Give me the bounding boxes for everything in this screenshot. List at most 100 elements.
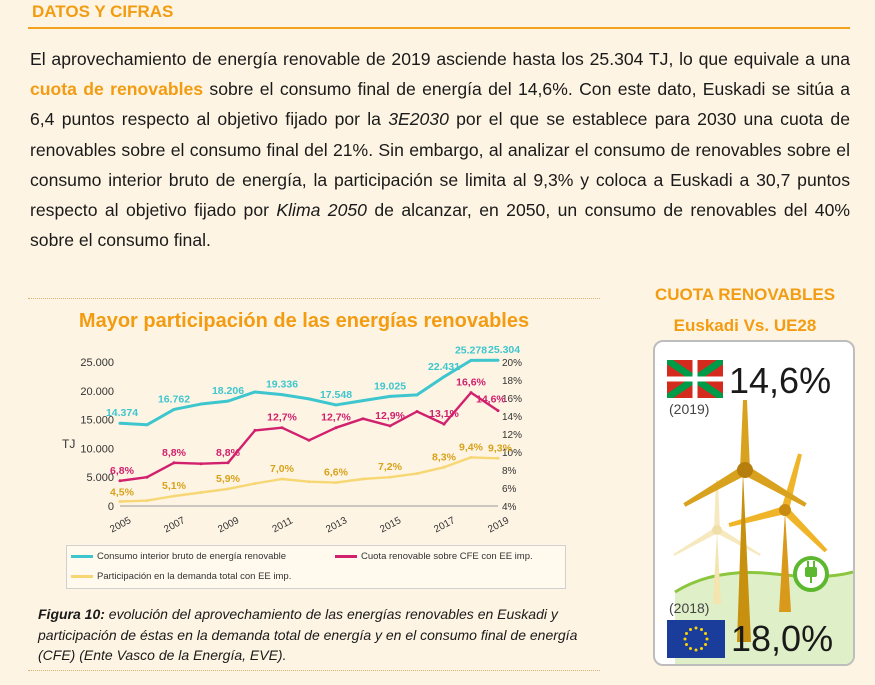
legend-swatch-participacion bbox=[71, 575, 93, 578]
data-point bbox=[118, 479, 122, 483]
data-point bbox=[415, 472, 419, 476]
figure-caption: Figura 10: evolución del aprovechamiento… bbox=[38, 604, 598, 666]
euskadi-share-value: 14,6% bbox=[729, 360, 832, 401]
dotted-divider bbox=[28, 298, 600, 299]
y-right-tick-label: 14% bbox=[502, 412, 522, 423]
data-label: 4,5% bbox=[110, 487, 135, 499]
data-point bbox=[388, 475, 392, 479]
eu-star bbox=[704, 632, 708, 635]
renewables-share-card: 14,6% (2019) (2018) 18,0% bbox=[653, 340, 855, 666]
data-point bbox=[469, 391, 473, 395]
data-label: 8,3% bbox=[432, 451, 457, 463]
data-label: 7,2% bbox=[378, 461, 403, 473]
data-point bbox=[199, 402, 203, 406]
data-point bbox=[118, 500, 122, 503]
data-point bbox=[361, 417, 365, 421]
side-panel-subtitle: Euskadi Vs. UE28 bbox=[673, 316, 817, 335]
eu-star bbox=[684, 643, 688, 646]
data-point bbox=[145, 499, 149, 503]
data-point bbox=[334, 426, 338, 430]
y-left-tick-label: 15.000 bbox=[80, 415, 114, 427]
eu-star bbox=[683, 637, 687, 641]
dotted-divider-bottom bbox=[28, 670, 600, 671]
legend-swatch-consumo bbox=[71, 555, 93, 558]
data-point bbox=[226, 461, 230, 465]
eu-star bbox=[700, 627, 703, 631]
y-right-tick-label: 12% bbox=[502, 430, 522, 441]
data-label: 6,8% bbox=[110, 465, 135, 477]
y-right-tick-label: 18% bbox=[502, 376, 522, 387]
section-title: DATOS Y CIFRAS bbox=[32, 2, 174, 21]
data-label: 17.548 bbox=[320, 389, 352, 401]
data-point bbox=[253, 428, 257, 432]
eu-star bbox=[700, 647, 703, 651]
data-label: 16.762 bbox=[158, 393, 190, 405]
y-right-tick-label: 20% bbox=[502, 358, 522, 369]
data-point bbox=[307, 438, 311, 442]
data-label: 19.336 bbox=[266, 379, 298, 391]
data-point bbox=[280, 477, 284, 481]
data-point bbox=[469, 358, 473, 362]
data-point bbox=[280, 426, 284, 430]
data-label: 18.206 bbox=[212, 385, 244, 397]
data-label: 9,3% bbox=[488, 442, 513, 454]
eu-star bbox=[684, 632, 688, 635]
data-label: 5,1% bbox=[162, 480, 187, 492]
y-right-tick-label: 4% bbox=[502, 502, 517, 513]
data-label: 12,7% bbox=[321, 412, 351, 424]
x-tick-label: 2007 bbox=[162, 515, 187, 535]
highlight-term: cuota de renovables bbox=[30, 79, 204, 100]
data-point bbox=[496, 456, 500, 460]
legend-label-consumo: Consumo interior bruto de energía renova… bbox=[97, 551, 287, 562]
y-right-tick-label: 10% bbox=[502, 448, 522, 459]
eu-star bbox=[694, 648, 698, 652]
y-right-tick-label: 16% bbox=[502, 394, 522, 405]
x-tick-label: 2017 bbox=[432, 515, 457, 535]
eu-flag-icon bbox=[667, 620, 725, 658]
caption-text: evolución del aprovechamiento de las ene… bbox=[38, 606, 578, 663]
data-point bbox=[172, 494, 176, 498]
legend-item-consumo: Consumo interior bruto de energía renova… bbox=[71, 551, 286, 562]
chart-legend: Consumo interior bruto de energía renova… bbox=[66, 545, 566, 589]
data-point bbox=[415, 393, 419, 397]
legend-label-participacion: Participación en la demanda total con EE… bbox=[97, 571, 292, 582]
plan-name-klima: Klima 2050 bbox=[276, 200, 367, 221]
data-point bbox=[388, 424, 392, 428]
para-text-2: sobre el consumo final de energía del 14… bbox=[30, 79, 850, 130]
data-point bbox=[199, 491, 203, 494]
data-label: 19.025 bbox=[374, 380, 406, 392]
eu-year: (2018) bbox=[669, 600, 710, 616]
legend-item-participacion: Participación en la demanda total con EE… bbox=[71, 571, 291, 582]
section-underline bbox=[28, 27, 850, 29]
x-tick-label: 2013 bbox=[324, 515, 349, 535]
wind-turbines-illustration bbox=[673, 400, 853, 664]
y-left-tick-label: 5.000 bbox=[86, 472, 114, 484]
data-label: 6,6% bbox=[324, 467, 349, 479]
caption-label: Figura 10: bbox=[38, 606, 105, 622]
ikurrina-flag-icon bbox=[667, 360, 723, 398]
legend-label-cuota: Cuota renovable sobre CFE con EE imp. bbox=[361, 551, 533, 562]
para-text-4: de alcanzar, en 2050, un consumo de reno… bbox=[30, 200, 850, 251]
data-label: 14,6% bbox=[476, 394, 506, 406]
data-label: 12,7% bbox=[267, 412, 297, 424]
para-text-1: El aprovechamiento de energía renovable … bbox=[30, 49, 850, 69]
data-point bbox=[334, 403, 338, 407]
x-tick-label: 2015 bbox=[378, 515, 403, 535]
data-point bbox=[496, 409, 500, 413]
data-point bbox=[172, 461, 176, 465]
eu-star bbox=[689, 627, 692, 631]
plan-name-3e2030: 3E2030 bbox=[388, 109, 449, 130]
eu-share-value: 18,0% bbox=[731, 618, 834, 659]
data-point bbox=[361, 477, 365, 481]
data-point bbox=[442, 465, 446, 469]
data-label: 9,4% bbox=[459, 441, 484, 453]
data-point bbox=[118, 421, 122, 425]
y-left-tick-label: 20.000 bbox=[80, 386, 114, 398]
eu-star bbox=[689, 647, 692, 651]
renewables-line-chart: 0 5.000 10.000 15.000 20.000 25.000 4% 6% 8% 10% 1… bbox=[62, 344, 522, 535]
data-point bbox=[442, 422, 446, 426]
y-right-tick-label: 6% bbox=[502, 484, 517, 495]
x-tick-label: 2009 bbox=[216, 515, 241, 535]
eu-star bbox=[704, 643, 708, 646]
data-label: 25.304 bbox=[488, 344, 520, 356]
